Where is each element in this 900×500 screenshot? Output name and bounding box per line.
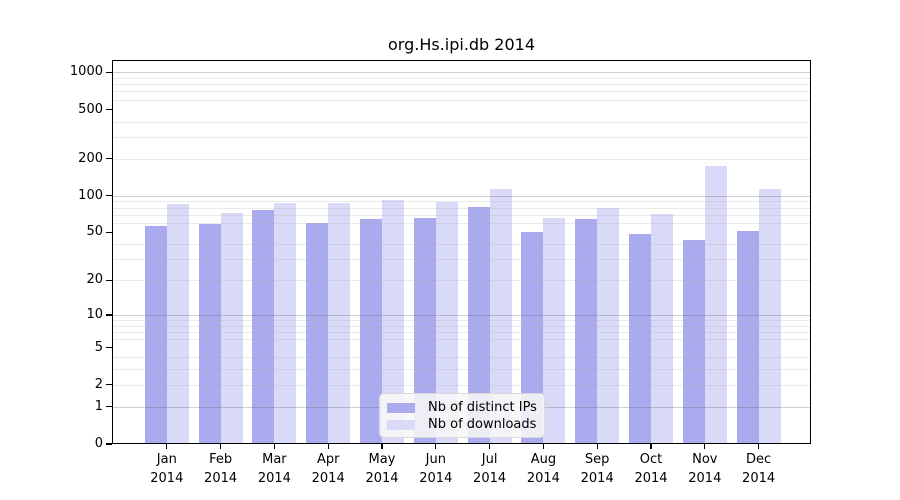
y-tick-label-20: 20 bbox=[86, 272, 103, 288]
legend-entry-downloads: Nb of downloads bbox=[387, 417, 538, 432]
legend-label-distinct-ips: Nb of distinct IPs bbox=[428, 400, 537, 415]
y-tick-mark-100 bbox=[106, 195, 112, 197]
gridline-minor-800 bbox=[112, 84, 811, 86]
y-tick-mark-500 bbox=[106, 108, 112, 111]
y-tick-label-200: 200 bbox=[78, 150, 103, 166]
y-tick-label-100: 100 bbox=[78, 187, 103, 203]
chart-title: org.Hs.ipi.db 2014 bbox=[387, 35, 536, 54]
x-tick-mark-nov bbox=[704, 444, 706, 449]
bar-downloads-mar bbox=[274, 203, 297, 444]
gridline-major-1000 bbox=[112, 72, 811, 74]
bar-downloads-nov bbox=[704, 165, 727, 444]
x-tick-mark-jun bbox=[435, 444, 437, 449]
y-tick-mark-5 bbox=[106, 346, 112, 349]
legend-entry-distinct-ips: Nb of distinct IPs bbox=[387, 400, 538, 415]
y-tick-mark-50 bbox=[106, 231, 112, 234]
bar-ips-jun bbox=[413, 217, 436, 444]
gridline-minor-900 bbox=[112, 77, 811, 79]
bar-ips-jan bbox=[144, 226, 167, 444]
bar-ips-apr bbox=[306, 222, 329, 444]
legend-swatch-downloads bbox=[387, 419, 415, 430]
x-tick-mark-may bbox=[381, 444, 383, 449]
x-tick-label-dec: Dec 2014 bbox=[742, 452, 776, 486]
x-tick-mark-aug bbox=[542, 444, 544, 449]
gridline-minor-200 bbox=[112, 158, 811, 160]
bar-downloads-jan bbox=[166, 203, 189, 444]
x-tick-label-nov: Nov 2014 bbox=[688, 452, 722, 486]
y-tick-mark-0 bbox=[106, 443, 112, 445]
x-tick-mark-jan bbox=[166, 444, 168, 449]
bar-ips-jul bbox=[467, 206, 490, 444]
legend-label-downloads: Nb of downloads bbox=[428, 417, 537, 432]
x-tick-label-jan: Jan 2014 bbox=[150, 452, 184, 486]
y-tick-label-500: 500 bbox=[78, 101, 103, 117]
x-tick-mark-apr bbox=[327, 444, 329, 449]
y-tick-label-0: 0 bbox=[94, 436, 103, 451]
x-tick-label-jul: Jul 2014 bbox=[473, 452, 507, 486]
x-tick-mark-sep bbox=[596, 444, 598, 449]
x-tick-label-jun: Jun 2014 bbox=[419, 452, 453, 486]
x-tick-mark-feb bbox=[220, 444, 222, 449]
y-tick-label-10: 10 bbox=[86, 306, 103, 322]
y-tick-label-50: 50 bbox=[86, 224, 103, 240]
x-tick-mark-dec bbox=[758, 444, 760, 449]
y-tick-label-2: 2 bbox=[94, 376, 103, 392]
y-tick-mark-1000 bbox=[106, 71, 112, 73]
y-tick-label-5: 5 bbox=[94, 339, 103, 355]
x-tick-mark-mar bbox=[273, 444, 275, 449]
y-tick-mark-2 bbox=[106, 384, 112, 386]
y-tick-mark-10 bbox=[106, 314, 112, 316]
x-tick-label-sep: Sep 2014 bbox=[580, 452, 614, 486]
plot-area bbox=[112, 60, 811, 444]
bar-ips-oct bbox=[629, 233, 651, 444]
legend-swatch-distinct-ips bbox=[387, 402, 415, 413]
bar-downloads-feb bbox=[220, 213, 243, 444]
bar-downloads-apr bbox=[328, 203, 351, 444]
legend: Nb of distinct IPs Nb of downloads bbox=[379, 393, 545, 438]
y-tick-mark-20 bbox=[106, 279, 112, 281]
gridline-minor-600 bbox=[112, 99, 811, 101]
bar-ips-aug bbox=[521, 232, 544, 444]
bar-ips-feb bbox=[198, 223, 221, 444]
bar-ips-nov bbox=[682, 240, 705, 444]
bar-ips-dec bbox=[736, 231, 759, 444]
bar-downloads-aug bbox=[543, 217, 566, 444]
y-tick-label-1: 1 bbox=[94, 398, 103, 414]
bar-ips-sep bbox=[575, 218, 598, 444]
bar-downloads-jun bbox=[435, 201, 458, 444]
bar-ips-may bbox=[360, 219, 382, 444]
gridline-minor-700 bbox=[112, 91, 811, 93]
x-tick-label-apr: Apr 2014 bbox=[311, 452, 345, 486]
x-tick-label-feb: Feb 2014 bbox=[204, 452, 238, 486]
y-tick-label-1000: 1000 bbox=[69, 64, 103, 80]
x-tick-label-aug: Aug 2014 bbox=[526, 452, 560, 486]
y-tick-mark-200 bbox=[106, 158, 112, 160]
bar-downloads-oct bbox=[651, 213, 673, 444]
x-tick-mark-oct bbox=[650, 444, 652, 449]
x-tick-mark-jul bbox=[489, 444, 491, 449]
bar-downloads-jul bbox=[489, 189, 512, 444]
bar-downloads-dec bbox=[758, 188, 781, 444]
y-tick-mark-1 bbox=[106, 406, 112, 408]
x-tick-label-oct: Oct 2014 bbox=[634, 452, 668, 486]
x-tick-label-mar: Mar 2014 bbox=[257, 452, 291, 486]
bar-ips-mar bbox=[252, 210, 275, 444]
gridline-minor-300 bbox=[112, 136, 811, 138]
x-tick-label-may: May 2014 bbox=[365, 452, 399, 486]
gridline-minor-400 bbox=[112, 121, 811, 123]
bar-downloads-may bbox=[382, 200, 404, 444]
bar-downloads-sep bbox=[597, 208, 620, 444]
